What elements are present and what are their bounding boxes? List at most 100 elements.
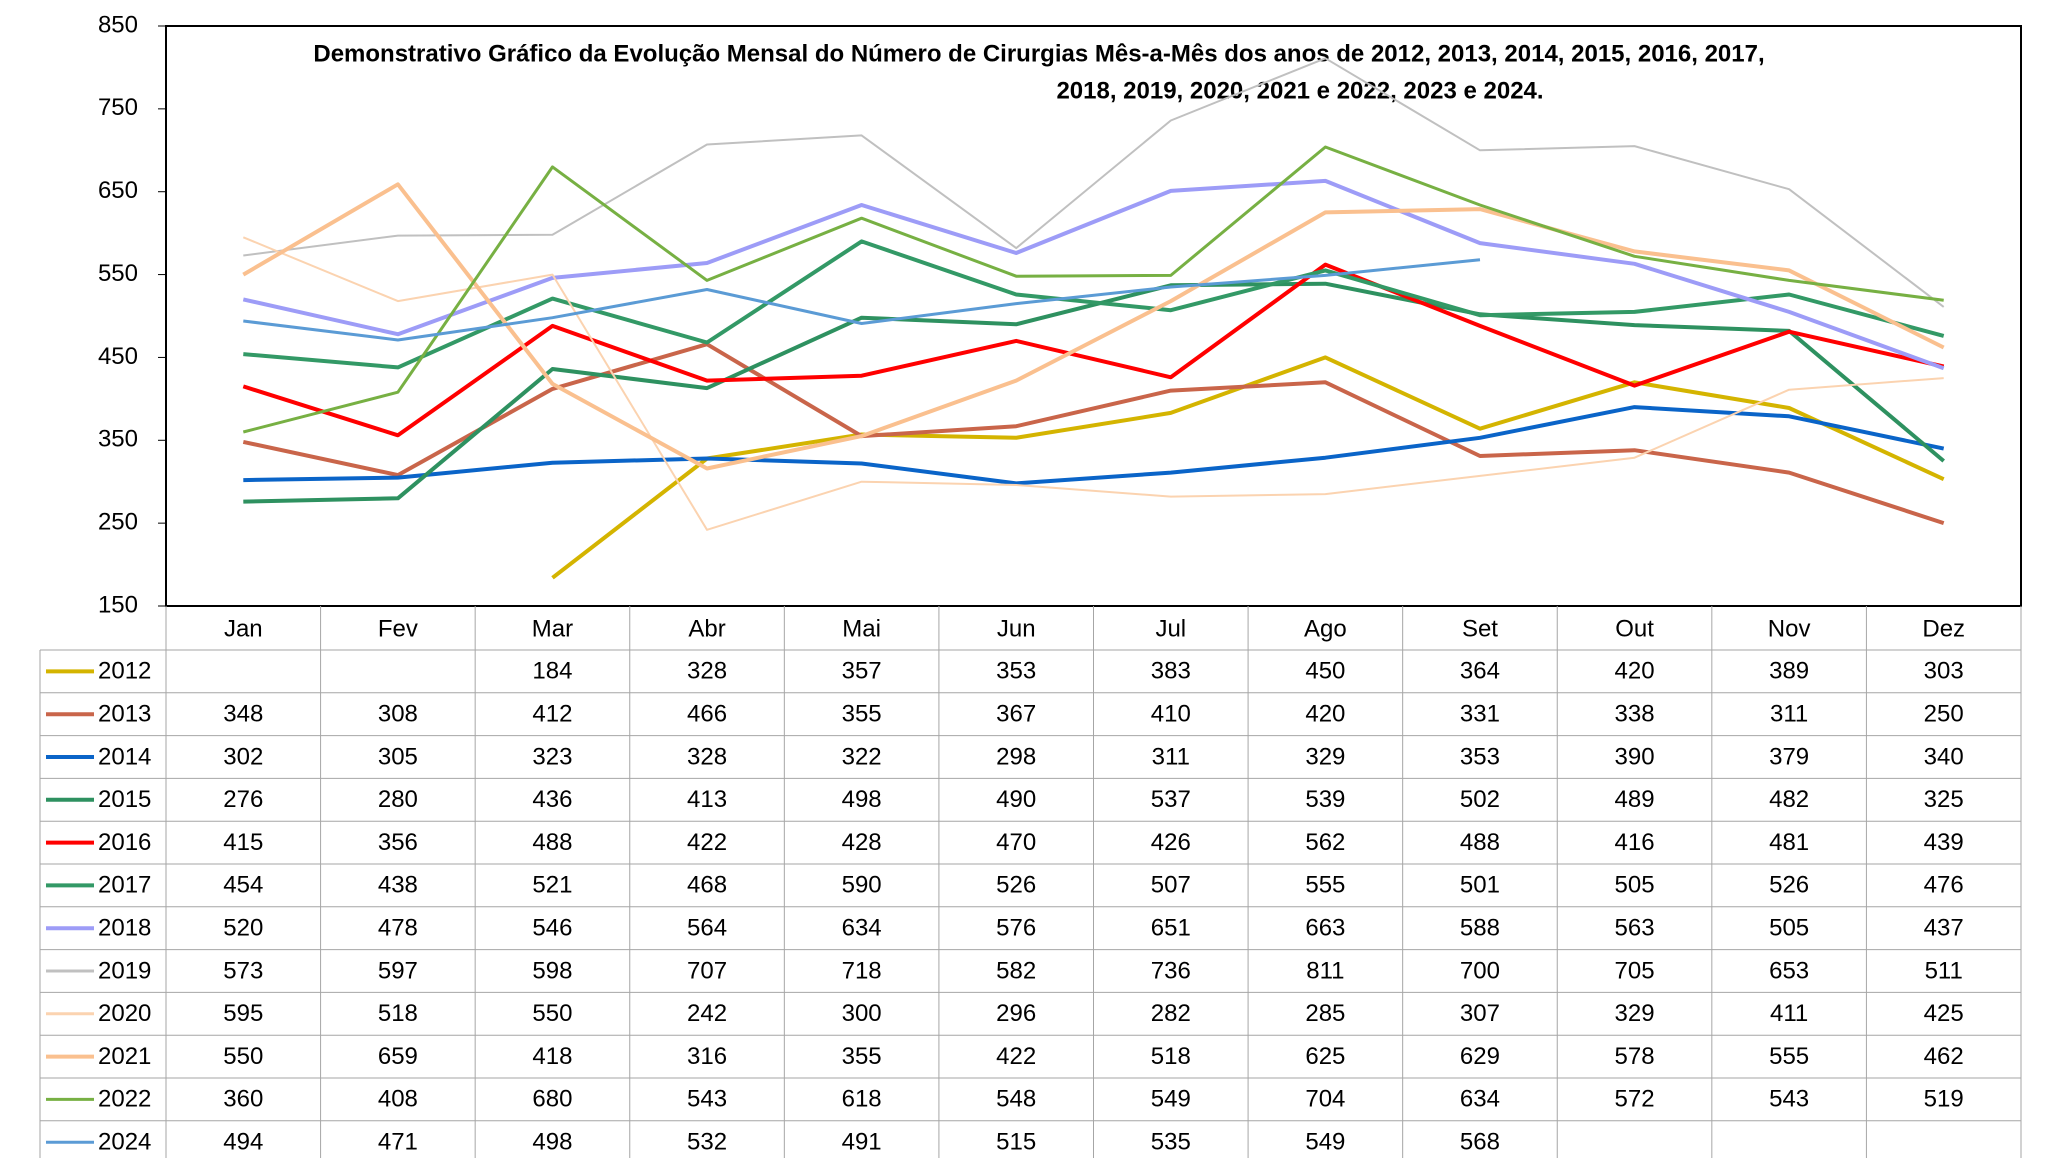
legend-label: 2019 — [98, 957, 151, 984]
table-cell: 478 — [378, 915, 418, 942]
table-cell: 323 — [532, 743, 572, 770]
series-line — [243, 57, 1945, 308]
table-cell: 549 — [1151, 1086, 1191, 1113]
table-cell: 416 — [1615, 829, 1655, 856]
table-cell: 564 — [687, 915, 727, 942]
table-cell: 437 — [1924, 915, 1964, 942]
table-cell: 555 — [1305, 872, 1345, 899]
table-cell: 680 — [532, 1086, 572, 1113]
legend-label: 2017 — [98, 872, 151, 899]
series-line — [243, 239, 1945, 370]
table-cell: 364 — [1460, 658, 1500, 685]
y-tick-label: 650 — [98, 177, 138, 204]
table-cell: 618 — [842, 1086, 882, 1113]
x-tick-label: Jun — [997, 615, 1036, 642]
series-line — [242, 145, 1944, 434]
table-cell: 328 — [687, 658, 727, 685]
table-cell: 498 — [532, 1129, 572, 1156]
table-cell: 425 — [1924, 1000, 1964, 1027]
table-cell: 543 — [687, 1086, 727, 1113]
table-cell: 507 — [1151, 872, 1191, 899]
table-cell: 360 — [223, 1086, 263, 1113]
table-cell: 439 — [1924, 829, 1964, 856]
legend-label: 2015 — [98, 786, 151, 813]
table-cell: 438 — [378, 872, 418, 899]
table-cell: 625 — [1305, 1043, 1345, 1070]
table-cell: 488 — [532, 829, 572, 856]
x-tick-label: Mar — [532, 615, 573, 642]
series-line — [243, 405, 1945, 486]
table-cell: 498 — [842, 786, 882, 813]
table-cell: 704 — [1305, 1086, 1345, 1113]
table-cell: 305 — [378, 743, 418, 770]
table-cell: 539 — [1305, 786, 1345, 813]
table-cell: 595 — [223, 1000, 263, 1027]
table-cell: 491 — [842, 1129, 882, 1156]
table-cell: 412 — [532, 701, 572, 728]
table-cell: 597 — [378, 957, 418, 984]
table-cell: 502 — [1460, 786, 1500, 813]
table-cell: 308 — [378, 701, 418, 728]
table-cell: 331 — [1460, 701, 1500, 728]
y-tick-label: 450 — [98, 343, 138, 370]
table-cell: 322 — [842, 743, 882, 770]
y-tick-label: 850 — [98, 11, 138, 38]
table-cell: 518 — [1151, 1043, 1191, 1070]
table-cell: 316 — [687, 1043, 727, 1070]
series-line — [243, 258, 1481, 342]
table-cell: 420 — [1615, 658, 1655, 685]
legend-label: 2018 — [98, 915, 151, 942]
table-cell: 325 — [1924, 786, 1964, 813]
table-cell: 468 — [687, 872, 727, 899]
y-tick-label: 750 — [98, 94, 138, 121]
table-cell: 555 — [1769, 1043, 1809, 1070]
series-line — [242, 178, 1945, 371]
table-cell: 422 — [687, 829, 727, 856]
table-cell: 705 — [1615, 957, 1655, 984]
table-cell: 410 — [1151, 701, 1191, 728]
table-cell: 588 — [1460, 915, 1500, 942]
y-tick-label: 150 — [98, 591, 138, 618]
table-cell: 307 — [1460, 1000, 1500, 1027]
table-cell: 328 — [687, 743, 727, 770]
table-cell: 462 — [1924, 1043, 1964, 1070]
table-cell: 582 — [996, 957, 1036, 984]
table-cell: 505 — [1615, 872, 1655, 899]
table-cell: 634 — [1460, 1086, 1500, 1113]
table-cell: 280 — [378, 786, 418, 813]
legend-label: 2013 — [98, 701, 151, 728]
table-cell: 562 — [1305, 829, 1345, 856]
x-tick-label: Mai — [842, 615, 881, 642]
table-cell: 470 — [996, 829, 1036, 856]
table-cell: 329 — [1615, 1000, 1655, 1027]
legend-label: 2012 — [98, 658, 151, 685]
table-cell: 578 — [1615, 1043, 1655, 1070]
table-cell: 357 — [842, 658, 882, 685]
table-cell: 519 — [1924, 1086, 1964, 1113]
x-tick-label: Out — [1615, 615, 1654, 642]
x-tick-label: Ago — [1304, 615, 1347, 642]
table-cell: 436 — [532, 786, 572, 813]
series-line — [242, 236, 1944, 531]
legend-label: 2014 — [98, 743, 151, 770]
table-cell: 537 — [1151, 786, 1191, 813]
table-cell: 329 — [1305, 743, 1345, 770]
table-cell: 482 — [1769, 786, 1809, 813]
series-line — [551, 355, 1945, 580]
table-cell: 494 — [223, 1129, 263, 1156]
table-cell: 298 — [996, 743, 1036, 770]
table-cell: 532 — [687, 1129, 727, 1156]
x-tick-label: Jul — [1155, 615, 1186, 642]
table-cell: 535 — [1151, 1129, 1191, 1156]
table-cell: 526 — [996, 872, 1036, 899]
table-cell: 454 — [223, 872, 263, 899]
table-cell: 355 — [842, 1043, 882, 1070]
x-tick-label: Abr — [688, 615, 725, 642]
table-cell: 598 — [532, 957, 572, 984]
series-line — [242, 342, 1945, 526]
table-cell: 488 — [1460, 829, 1500, 856]
legend-label: 2021 — [98, 1043, 151, 1070]
table-cell: 426 — [1151, 829, 1191, 856]
x-tick-label: Dez — [1922, 615, 1965, 642]
